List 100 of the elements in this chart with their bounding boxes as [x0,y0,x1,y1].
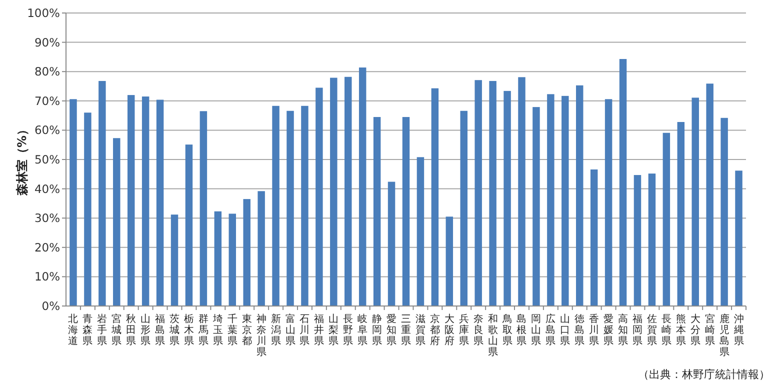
x-tick-label: 群馬県 [197,313,208,347]
bar [634,175,642,306]
bar [518,77,526,306]
y-tick-label: 90% [34,35,60,50]
bar [214,211,222,306]
bar [113,138,120,306]
x-tick-label: 北海道 [68,313,78,347]
bar [590,169,598,306]
x-tick-label: 長野県 [343,314,354,347]
y-tick-label: 30% [34,211,60,226]
x-tick-label: 鹿児島県 [719,313,730,358]
x-tick-label: 福島県 [155,313,166,347]
bar [576,85,584,306]
bar [330,78,338,306]
bar [286,110,294,306]
x-tick-label: 奈良県 [473,314,484,347]
bar [272,106,280,306]
x-tick-label: 沖縄県 [732,313,744,347]
x-tick-label: 岡山県 [531,314,542,347]
bar [388,182,396,306]
x-tick-label: 富山県 [285,313,296,347]
bar [70,99,77,306]
bar [562,96,569,306]
y-tick-label: 20% [34,240,60,254]
x-tick-label: 京都府 [430,313,440,347]
x-tick-label: 山形県 [140,313,151,347]
x-tick-label: 香川県 [589,313,600,347]
text: （出典：林野庁統計情報） [638,368,770,381]
x-tick-label: 鳥取県 [501,313,512,347]
y-tick-label: 10% [34,270,60,284]
bar [185,144,193,306]
x-tick-label: 山梨県 [328,313,339,347]
y-tick-label: 100% [27,6,60,20]
x-tick-label: 福井県 [314,313,324,347]
x-tick-label: 長崎県 [661,314,672,347]
x-tick-label: 兵庫県 [458,313,469,347]
bar [344,76,352,306]
y-tick-label: 40% [34,182,60,196]
bar [258,191,265,306]
bar [84,112,92,306]
bar [735,170,742,306]
bar [619,59,627,306]
x-tick-label: 愛知県 [386,313,397,347]
bar [720,118,728,306]
x-tick-label: 神奈川県 [256,313,266,358]
bar [170,214,178,306]
y-tick-label: 80% [34,64,60,79]
bar [532,107,540,306]
bar [648,174,656,306]
bar [431,88,439,306]
bar [243,199,250,306]
x-tick-label: 岐阜県 [358,313,368,347]
x-tick-label: 宮城県 [110,313,122,347]
x-tick-label: 愛媛県 [604,313,614,347]
bar [489,80,496,306]
bar [142,96,150,306]
bar [460,110,468,306]
y-tick-label: 60% [34,123,60,138]
x-tick-label: 千葉県 [227,313,238,347]
x-tick-label: 栃木県 [184,313,194,347]
x-tick-label: 茨城県 [168,313,180,347]
y-tick-label: 0% [42,299,60,313]
x-tick-label: 滋賀県 [415,313,426,347]
y-tick-label: 50% [34,152,60,166]
x-tick-label: 徳島県 [574,314,585,347]
bar [446,216,454,306]
x-tick-label: 埼玉県 [212,313,223,347]
x-tick-label: 山口県 [560,313,570,347]
bar [200,111,208,306]
bar [692,98,699,306]
bar [504,90,511,306]
bar [358,68,366,306]
x-tick-label: 三重県 [401,314,411,347]
bar [547,94,554,306]
bar [316,88,323,306]
bar [127,95,135,306]
bar [156,100,164,306]
bar [604,99,612,306]
bar [474,80,482,306]
bar [706,84,714,306]
x-tick-label: 広島県 [546,313,556,347]
bar [228,214,236,306]
bar [416,157,424,306]
x-tick-label: 青森県 [82,313,93,347]
x-tick-label: 岩手県 [97,313,108,347]
x-tick-label: 東京都 [242,313,252,347]
x-tick-label: 和歌山県 [488,313,498,358]
y-tick-label: 70% [34,94,60,108]
bar [301,106,308,306]
bar [662,132,670,306]
x-tick-label: 福岡県 [632,313,642,347]
bar [373,117,381,306]
bar [402,117,410,306]
bar [98,80,106,306]
x-tick-label: 大阪府 [444,313,454,347]
x-tick-label: 島根県 [516,313,527,347]
x-tick-label: 佐賀県 [646,314,657,347]
x-tick-label: 新潟県 [270,313,281,347]
x-tick-label: 熊本県 [676,313,686,347]
x-tick-label: 宮崎県 [704,313,715,347]
